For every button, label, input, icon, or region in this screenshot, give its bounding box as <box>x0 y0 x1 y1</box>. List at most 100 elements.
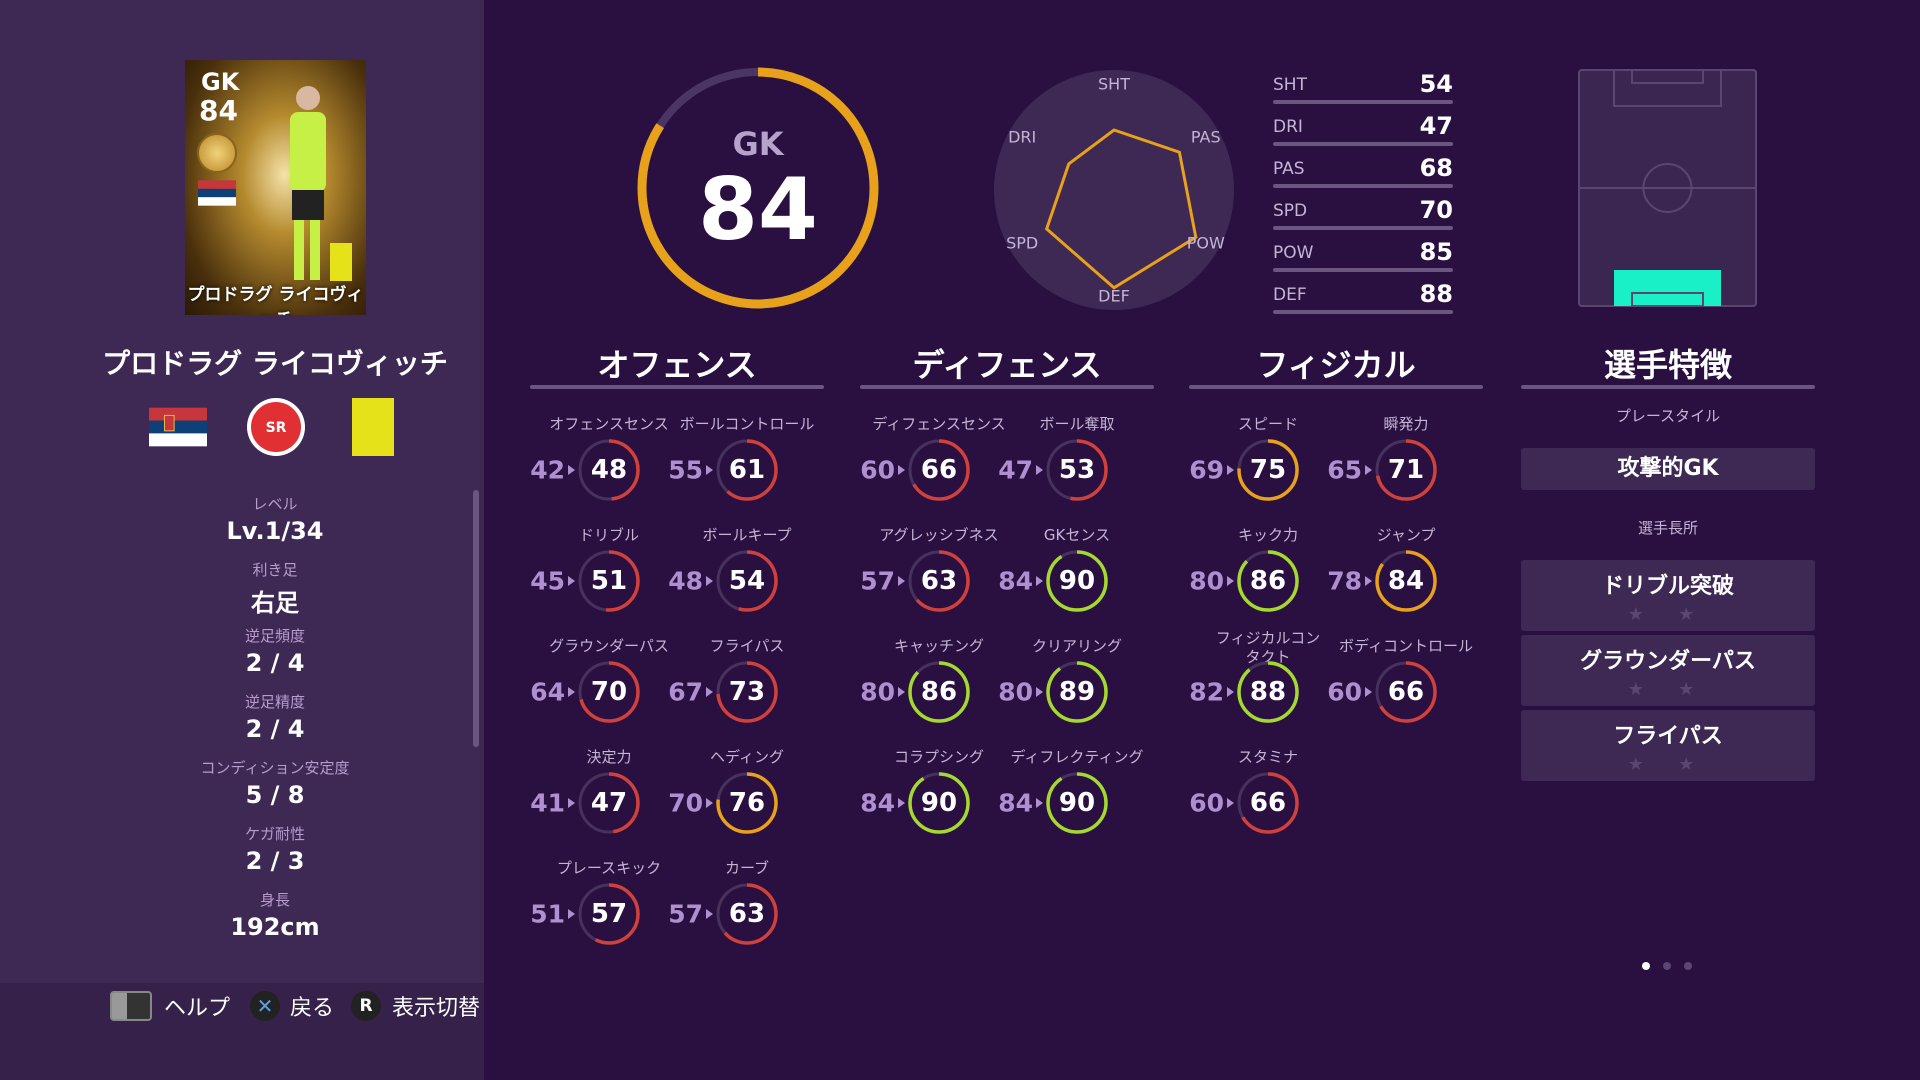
traits-title: 選手特徴 <box>1603 346 1732 384</box>
ability-base-value: 84 <box>998 566 1033 596</box>
arrow-right-icon <box>1036 576 1043 586</box>
back-button[interactable]: 戻る <box>290 996 335 1021</box>
featured-coin-icon <box>197 133 237 173</box>
ability-ring-fill <box>578 439 640 501</box>
stat-value: 70 <box>1419 196 1453 224</box>
page-indicator-dot[interactable] <box>1684 962 1692 970</box>
info-label: レベル <box>252 495 298 513</box>
arrow-right-icon <box>1227 465 1234 475</box>
ability-ring <box>578 439 640 501</box>
ability-value: 57 <box>590 899 628 929</box>
ability-ring-fill <box>908 772 970 834</box>
ability-value: 63 <box>728 899 766 929</box>
ability-label: ディフェンスセンス <box>872 415 1006 433</box>
arrow-right-icon <box>706 576 713 586</box>
radar-label: DEF <box>1098 286 1130 306</box>
ability-ring <box>578 661 640 723</box>
ability-value: 66 <box>1387 677 1425 707</box>
ability-ring <box>716 772 778 834</box>
ability-label: フィジカルコンタクト <box>1215 629 1321 666</box>
ability-ring <box>1237 550 1299 612</box>
info-value: 5 / 8 <box>245 781 305 809</box>
ability-base-value: 41 <box>530 788 565 818</box>
ability-value: 48 <box>590 455 628 485</box>
arrow-right-icon <box>1365 576 1372 586</box>
skill-stars-icon: ★ ★ <box>1627 679 1709 700</box>
ability-label: ディフレクティング <box>1010 748 1144 766</box>
arrow-right-icon <box>1036 465 1043 475</box>
player-photo <box>290 86 326 280</box>
page-indicator-dot[interactable] <box>1642 962 1650 970</box>
help-button[interactable]: ヘルプ <box>164 996 231 1021</box>
svg-text:SR: SR <box>266 420 287 436</box>
info-label: 逆足精度 <box>244 693 305 711</box>
ability-value: 86 <box>920 677 958 707</box>
stat-underline <box>1273 226 1453 230</box>
player-card[interactable]: GK 84 プロドラグ ライコヴィッチ <box>185 60 366 315</box>
ability-ring <box>716 883 778 945</box>
ability-base-value: 67 <box>668 677 703 707</box>
ability-label: スタミナ <box>1237 748 1298 766</box>
radar-label: DRI <box>1008 127 1037 147</box>
player-name: プロドラグ ライコヴィッチ <box>102 347 448 380</box>
ability-label: 瞬発力 <box>1383 415 1429 433</box>
ability-label: キャッチング <box>893 637 984 655</box>
skill-name: グラウンダーパス <box>1580 649 1756 674</box>
stat-label: POW <box>1273 243 1314 263</box>
info-label: ケガ耐性 <box>244 825 305 843</box>
stat-underline <box>1273 268 1453 272</box>
arrow-right-icon <box>1227 576 1234 586</box>
card-position: GK <box>201 68 240 96</box>
ability-value: 89 <box>1058 677 1096 707</box>
playstyle-value[interactable]: 攻撃的GK <box>1521 448 1815 490</box>
ability-label: プレースキック <box>556 859 662 877</box>
ability-base-value: 70 <box>668 788 703 818</box>
ability-value: 90 <box>1058 566 1096 596</box>
info-value: 2 / 4 <box>245 715 305 743</box>
arrow-right-icon <box>706 465 713 475</box>
ability-ring <box>1375 439 1437 501</box>
info-value: Lv.1/34 <box>226 517 324 545</box>
ability-label: ボールキープ <box>702 526 792 544</box>
scrollbar[interactable] <box>473 490 479 747</box>
ability-base-value: 42 <box>530 455 565 485</box>
ability-value: 84 <box>1387 566 1425 596</box>
ability-base-value: 57 <box>668 899 703 929</box>
arrow-right-icon <box>706 798 713 808</box>
skill-card[interactable]: グラウンダーパス ★ ★ <box>1521 635 1815 706</box>
ligue1-badge-icon <box>330 243 352 281</box>
r-button-icon: R <box>351 991 381 1021</box>
ability-value: 66 <box>920 455 958 485</box>
ability-label: ジャンプ <box>1376 526 1436 544</box>
ability-ring <box>908 550 970 612</box>
skill-card[interactable]: ドリブル突破 ★ ★ <box>1521 560 1815 631</box>
overall-rating: 84 <box>698 160 818 260</box>
ability-ring-fill <box>578 883 640 945</box>
ability-value: 47 <box>590 788 628 818</box>
ability-ring-fill <box>716 661 778 723</box>
toggle-view-button[interactable]: 表示切替 <box>392 996 481 1021</box>
ability-ring-fill <box>1375 439 1437 501</box>
ability-label: クリアリング <box>1031 637 1122 655</box>
ability-base-value: 78 <box>1327 566 1362 596</box>
arrow-right-icon <box>898 798 905 808</box>
position-pitch-map <box>1578 69 1757 307</box>
card-rating: 84 <box>199 94 238 127</box>
radar-label: SHT <box>1098 74 1130 94</box>
ability-ring <box>1046 550 1108 612</box>
ability-label: GKセンス <box>1043 526 1111 544</box>
stat-underline <box>1273 310 1453 314</box>
ability-ring <box>1237 439 1299 501</box>
arrow-right-icon <box>1365 687 1372 697</box>
skill-card[interactable]: フライパス ★ ★ <box>1521 710 1815 781</box>
ability-ring-fill <box>716 550 778 612</box>
arrow-right-icon <box>898 465 905 475</box>
arrow-right-icon <box>1227 798 1234 808</box>
info-label: コンディション安定度 <box>200 759 350 777</box>
ability-ring-fill <box>908 550 970 612</box>
info-value: 2 / 4 <box>245 649 305 677</box>
ability-base-value: 84 <box>860 788 895 818</box>
page-indicator-dot[interactable] <box>1663 962 1671 970</box>
ability-value: 70 <box>590 677 628 707</box>
radar-label: SPD <box>1006 233 1039 253</box>
